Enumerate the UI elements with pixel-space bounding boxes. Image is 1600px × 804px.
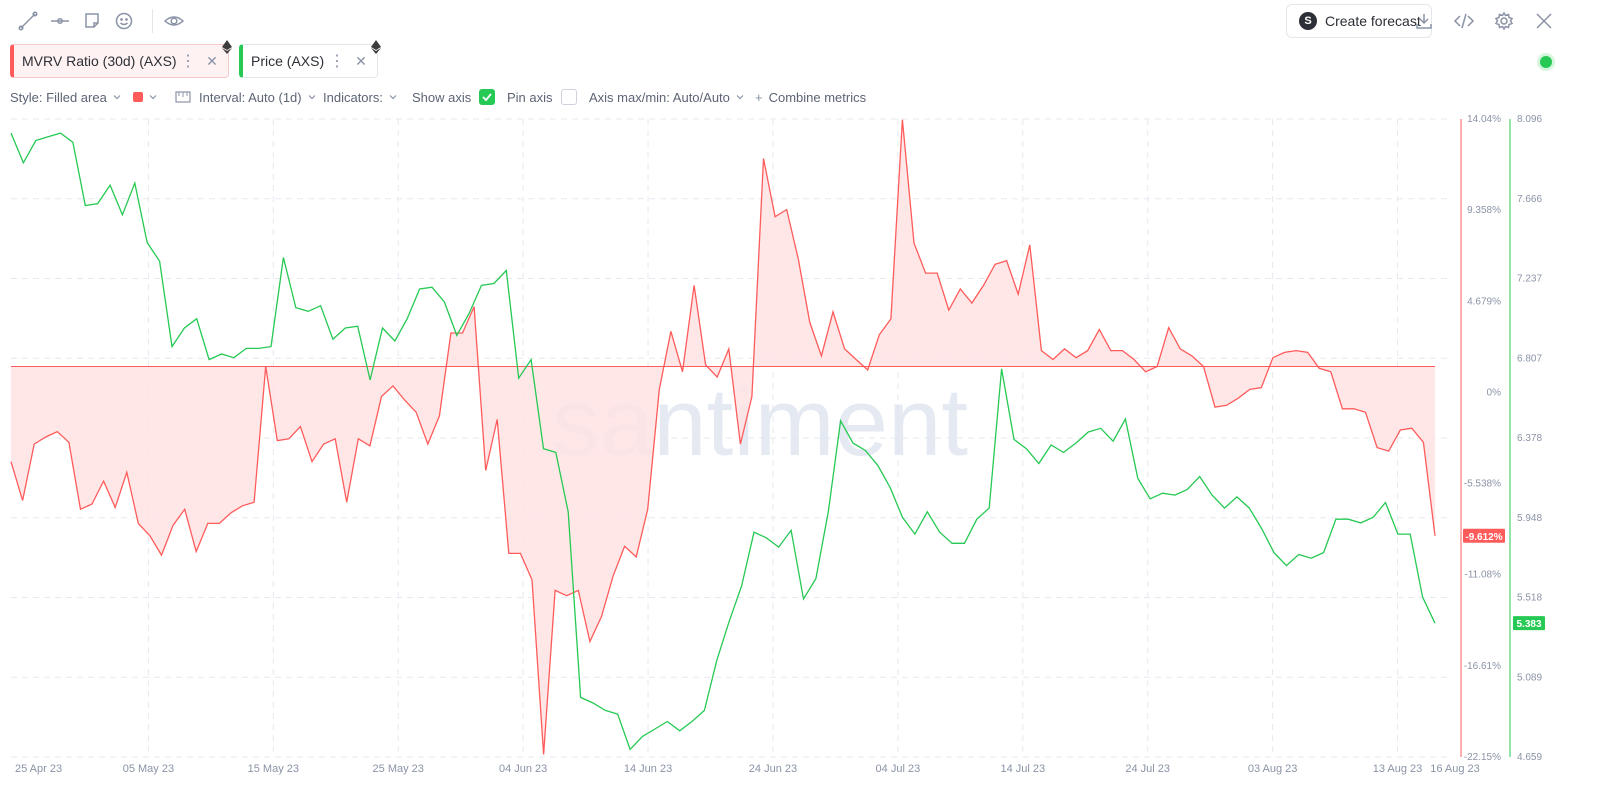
color-picker[interactable] [133, 86, 157, 108]
ethereum-icon [371, 40, 381, 54]
price-axis-tick-label: 8.096 [1517, 114, 1542, 125]
download-icon[interactable] [1412, 9, 1436, 33]
emoji-icon[interactable] [112, 9, 136, 33]
horizontal-line-icon[interactable] [48, 9, 72, 33]
x-axis-date-label: 24 Jul 23 [1125, 763, 1170, 775]
combine-metrics-label: Combine metrics [768, 89, 867, 105]
style-dropdown-label: Style: Filled area [10, 89, 107, 105]
trendline-icon[interactable] [16, 9, 40, 33]
show-axis-toggle[interactable]: Show axis [412, 86, 496, 108]
show-axis-checkbox[interactable] [479, 89, 496, 105]
live-status-indicator [1540, 56, 1552, 68]
x-axis-date-label: 14 Jul 23 [1000, 763, 1045, 775]
price-axis-tick-label: 6.378 [1517, 433, 1542, 444]
indicators-dropdown[interactable]: Indicators: [323, 86, 397, 108]
pin-axis-toggle[interactable]: Pin axis [507, 86, 577, 108]
pin-axis-checkbox[interactable] [560, 89, 577, 105]
x-axis-date-label: 03 Aug 23 [1248, 763, 1298, 775]
axis-maxmin-dropdown[interactable]: Axis max/min: Auto/Auto [589, 86, 744, 108]
show-axis-label: Show axis [412, 89, 472, 105]
x-axis-date-label: 25 May 23 [373, 763, 424, 775]
create-forecast-label: Create forecast [1325, 13, 1421, 29]
x-axis-date-label: 05 May 23 [123, 763, 174, 775]
metric-chip-label: MVRV Ratio (30d) (AXS) [22, 53, 177, 69]
mvrv-last-value-label: -9.612% [1465, 532, 1502, 543]
metric-chip-mvrv[interactable]: MVRV Ratio (30d) (AXS) ⋮ ✕ [10, 44, 229, 78]
create-forecast-button[interactable]: S Create forecast [1286, 4, 1432, 38]
price-axis-tick-label: 6.807 [1517, 353, 1542, 364]
toolbar-separator [152, 9, 153, 33]
more-options-icon[interactable]: ⋮ [180, 53, 196, 70]
interval-dropdown-label: Interval: Auto (1d) [199, 89, 302, 105]
x-axis-date-label: 15 May 23 [248, 763, 299, 775]
indicators-dropdown-label: Indicators: [323, 89, 383, 105]
price-axis-tick-label: 7.666 [1517, 194, 1542, 205]
price-last-value-label: 5.383 [1516, 619, 1541, 630]
chart-toolbar: S Create forecast [0, 0, 1600, 42]
checkmark-icon [482, 93, 492, 102]
eye-icon[interactable] [162, 9, 186, 33]
mvrv-axis-tick-label: -11.08% [1464, 570, 1501, 581]
ethereum-icon [222, 40, 232, 54]
chevron-down-icon [736, 95, 744, 100]
price-axis-tick-label: 5.518 [1517, 593, 1542, 604]
settings-gear-icon[interactable] [1492, 9, 1516, 33]
ruler-icon [175, 91, 191, 103]
embed-code-icon[interactable] [1452, 9, 1476, 33]
mvrv-axis-tick-label: -5.538% [1464, 479, 1501, 490]
x-axis-date-label: 13 Aug 23 [1373, 763, 1423, 775]
price-axis-tick-label: 7.237 [1517, 274, 1542, 285]
mvrv-axis-tick-label: 0% [1487, 387, 1502, 398]
remove-metric-icon[interactable]: ✕ [355, 52, 367, 69]
x-axis-date-label: 04 Jul 23 [876, 763, 921, 775]
x-axis-date-label: 14 Jun 23 [624, 763, 672, 775]
mvrv-axis-tick-label: -16.61% [1464, 661, 1501, 672]
x-axis-date-label: 25 Apr 23 [15, 763, 62, 775]
note-icon[interactable] [80, 9, 104, 33]
combine-metrics-button[interactable]: + Combine metrics [755, 86, 866, 108]
color-swatch [133, 92, 143, 102]
mvrv-axis-tick-label: -22.15% [1464, 752, 1501, 763]
mvrv-axis-tick-label: 4.679% [1467, 296, 1501, 307]
mvrv-last-value-badge [1463, 528, 1505, 543]
mvrv-series-line [10, 119, 1436, 755]
remove-metric-icon[interactable]: ✕ [206, 52, 218, 69]
price-last-value-badge [1513, 616, 1545, 631]
more-options-icon[interactable]: ⋮ [329, 53, 345, 70]
chevron-down-icon [113, 95, 121, 100]
price-series-line [10, 132, 1436, 751]
price-axis-tick-label: 5.089 [1517, 672, 1542, 683]
mvrv-axis-tick-label: 14.04% [1467, 114, 1501, 125]
price-axis-tick-label: 4.659 [1517, 752, 1542, 763]
metric-chip-label: Price (AXS) [251, 53, 325, 69]
pin-axis-label: Pin axis [507, 89, 553, 105]
close-icon[interactable] [1532, 9, 1556, 33]
x-axis-date-label: 24 Jun 23 [749, 763, 797, 775]
chevron-down-icon [308, 95, 316, 100]
metric-chip-price[interactable]: Price (AXS) ⋮ ✕ [239, 44, 378, 78]
price-axis-tick-label: 5.948 [1517, 513, 1542, 524]
mvrv-axis-tick-label: 9.358% [1467, 205, 1501, 216]
axis-maxmin-label: Axis max/min: Auto/Auto [589, 89, 730, 105]
plus-icon: + [755, 89, 763, 105]
chevron-down-icon [149, 95, 157, 100]
style-dropdown[interactable]: Style: Filled area [10, 86, 121, 108]
chevron-down-icon [389, 95, 397, 100]
santiment-logo-icon: S [1299, 12, 1317, 30]
x-axis-date-label: 16 Aug 23 [1430, 763, 1480, 775]
x-axis-date-label: 04 Jun 23 [499, 763, 547, 775]
interval-dropdown[interactable]: Interval: Auto (1d) [175, 86, 316, 108]
